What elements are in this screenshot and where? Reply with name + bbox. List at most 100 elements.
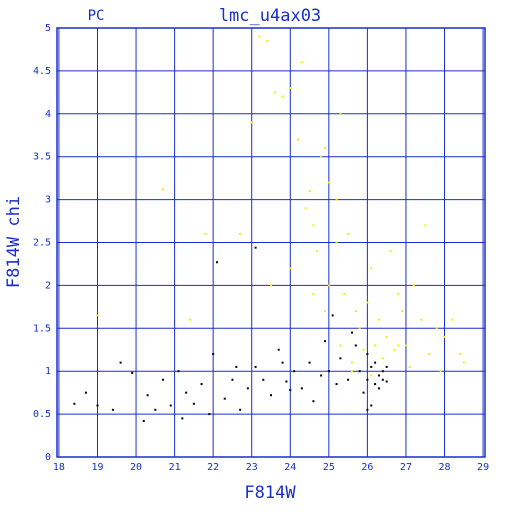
scatter-point bbox=[277, 348, 280, 351]
plot-frame bbox=[56, 27, 486, 458]
y-tick-label: 2.5 bbox=[33, 238, 51, 249]
scatter-point bbox=[200, 383, 203, 386]
scatter-point bbox=[339, 344, 342, 347]
y-tick-label: 5 bbox=[45, 23, 51, 34]
x-tick-label: 27 bbox=[400, 462, 412, 473]
scatter-point bbox=[381, 357, 384, 360]
scatter-point bbox=[239, 232, 242, 235]
scatter-point bbox=[273, 91, 276, 94]
scatter-point bbox=[300, 387, 303, 390]
scatter-point bbox=[377, 318, 380, 321]
scatter-point bbox=[374, 361, 377, 364]
scatter-point bbox=[289, 87, 292, 90]
scatter-point bbox=[246, 387, 249, 390]
scatter-point bbox=[177, 370, 180, 373]
scatter-point bbox=[397, 344, 400, 347]
scatter-point bbox=[270, 394, 272, 397]
scatter-point bbox=[312, 400, 315, 403]
scatter-point bbox=[254, 246, 257, 249]
scatter-point bbox=[370, 404, 373, 407]
scatter-point bbox=[389, 250, 392, 253]
scatter-point bbox=[169, 404, 172, 407]
scatter-point bbox=[354, 344, 357, 347]
scatter-point bbox=[289, 389, 292, 392]
chart-subtitle: PC bbox=[88, 8, 105, 24]
scatter-point bbox=[358, 370, 361, 373]
scatter-point bbox=[312, 292, 315, 295]
scatter-point bbox=[239, 408, 242, 411]
scatter-point bbox=[73, 402, 76, 405]
x-tick-label: 28 bbox=[438, 462, 450, 473]
scatter-point bbox=[266, 39, 269, 42]
scatter-point bbox=[96, 404, 99, 407]
x-tick-label: 18 bbox=[53, 462, 65, 473]
chart-title: lmc_u4ax03 bbox=[219, 6, 321, 26]
x-tick-label: 24 bbox=[284, 462, 296, 473]
scatter-point bbox=[374, 344, 377, 347]
scatter-point bbox=[462, 361, 465, 364]
scatter-point bbox=[281, 95, 284, 98]
y-tick-label: 2 bbox=[45, 280, 51, 291]
scatter-point bbox=[212, 353, 215, 356]
scatter-point bbox=[408, 365, 411, 368]
x-tick-label: 25 bbox=[323, 462, 335, 473]
x-tick-label: 22 bbox=[207, 462, 219, 473]
scatter-point bbox=[381, 370, 384, 373]
scatter-point bbox=[285, 380, 288, 383]
scatter-point bbox=[262, 378, 265, 381]
y-tick-label: 1.5 bbox=[33, 323, 51, 334]
scatter-point bbox=[192, 402, 195, 405]
scatter-point bbox=[358, 327, 361, 330]
scatter-point bbox=[231, 378, 234, 381]
y-tick-label: 1 bbox=[45, 366, 51, 377]
scatter-point bbox=[401, 310, 404, 313]
scatter-point bbox=[254, 365, 257, 368]
scatter-point bbox=[370, 267, 373, 270]
scatter-point bbox=[181, 417, 184, 420]
y-tick-label: 0.5 bbox=[33, 409, 51, 420]
x-tick-label: 29 bbox=[477, 462, 489, 473]
scatter-point bbox=[312, 224, 315, 227]
scatter-point bbox=[162, 188, 165, 191]
scatter-point bbox=[350, 361, 353, 364]
y-tick-label: 4.5 bbox=[33, 66, 51, 77]
scatter-point bbox=[308, 190, 311, 193]
scatter-point bbox=[404, 344, 407, 347]
scatter-point bbox=[185, 391, 188, 394]
scatter-point bbox=[320, 155, 323, 158]
scatter-point bbox=[189, 318, 192, 321]
scatter-point bbox=[397, 292, 400, 295]
y-axis-label: F814W chi bbox=[4, 196, 24, 288]
scatter-point bbox=[366, 378, 369, 381]
scatter-point bbox=[443, 335, 446, 338]
scatter-point bbox=[339, 112, 342, 115]
scatter-point bbox=[131, 371, 134, 374]
scatter-point bbox=[204, 232, 207, 235]
scatter-point bbox=[385, 335, 388, 338]
scatter-point bbox=[335, 198, 338, 201]
scatter-point bbox=[320, 374, 323, 377]
scatter-point bbox=[281, 361, 284, 364]
scatter-point bbox=[216, 261, 219, 264]
scatter-point bbox=[350, 370, 353, 373]
scatter-point bbox=[347, 378, 350, 381]
scatter-point bbox=[377, 374, 380, 377]
scatter-point bbox=[304, 207, 307, 210]
scatter-point bbox=[96, 314, 99, 317]
scatter-point bbox=[393, 348, 396, 351]
scatter-point bbox=[162, 378, 165, 381]
scatter-point bbox=[385, 380, 388, 383]
scatter-point bbox=[412, 284, 415, 287]
scatter-point bbox=[300, 61, 303, 64]
scatter-point bbox=[428, 353, 431, 356]
scatter-point bbox=[111, 408, 114, 411]
scatter-point bbox=[339, 357, 342, 360]
x-axis-label: F814W bbox=[244, 483, 296, 503]
scatter-point bbox=[146, 394, 149, 397]
scatter-point bbox=[296, 138, 299, 141]
scatter-point bbox=[335, 383, 338, 386]
scatter-point bbox=[377, 387, 380, 390]
scatter-point bbox=[343, 292, 346, 295]
scatter-point bbox=[420, 318, 423, 321]
scatter-point bbox=[154, 408, 157, 411]
